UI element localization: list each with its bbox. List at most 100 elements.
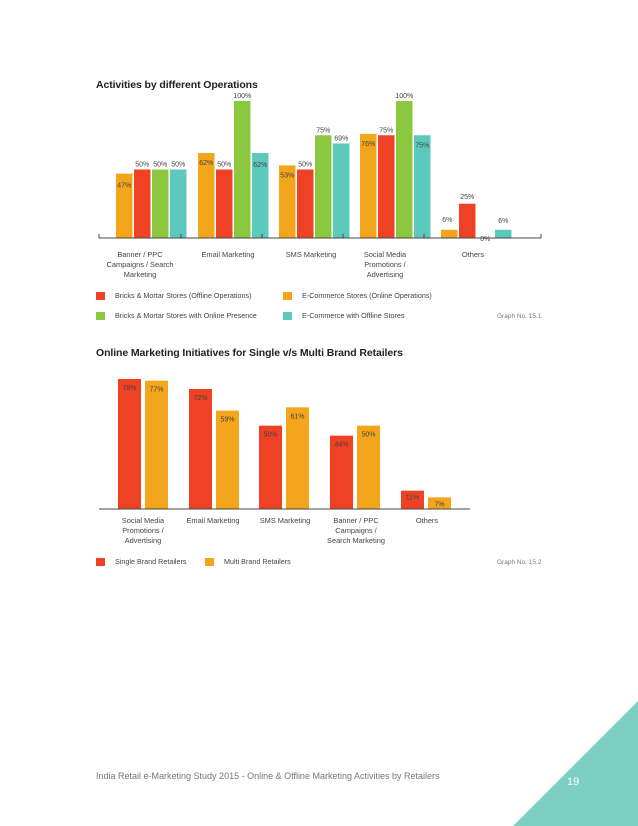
chart1-legend-swatch xyxy=(283,312,292,320)
chart1-legend-swatch xyxy=(96,312,105,320)
chart1-data-label-3-1: 75% xyxy=(379,127,393,134)
chart2-category-label-line: Campaigns / xyxy=(335,526,377,535)
chart2-title: Online Marketing Initiatives for Single … xyxy=(96,347,403,359)
chart2-data-label-1-1: 59% xyxy=(220,417,234,424)
chart2-category-label: Social Media Promotions / Advertising xyxy=(101,516,185,546)
chart2-category-label-line: Others xyxy=(415,516,439,525)
chart2-bar-3-1 xyxy=(357,425,380,509)
chart2-category-label-line: Search Marketing xyxy=(327,536,385,545)
chart1-category-label-line: Others xyxy=(461,250,485,259)
chart2-bar-3-0 xyxy=(330,435,353,509)
chart2-data-label-1-0: 72% xyxy=(193,395,207,402)
chart2-data-label-0-0: 78% xyxy=(122,385,136,392)
chart2-bar-1-0 xyxy=(189,389,212,509)
chart1-bar-2-1 xyxy=(297,169,314,238)
chart1-bar-3-3 xyxy=(414,135,431,238)
chart1-data-label-3-0: 76% xyxy=(361,141,375,148)
chart1-category-label: SMS Marketing xyxy=(269,250,353,260)
chart1-category-label-line: Marketing xyxy=(123,270,157,279)
chart1-data-label-1-1: 50% xyxy=(217,162,231,169)
corner-triangle xyxy=(513,701,638,826)
chart2-graph-number: Graph No. 15.2 xyxy=(497,559,542,566)
chart2-category-label: Banner / PPC Campaigns / Search Marketing xyxy=(314,516,398,546)
chart1-data-label-4-1: 25% xyxy=(460,194,474,201)
chart1-bar-3-2 xyxy=(396,101,413,238)
chart2-category-label-line: SMS Marketing xyxy=(259,516,311,525)
footer-text: India Retail e-Marketing Study 2015 - On… xyxy=(96,771,440,781)
chart1-data-label-1-3: 62% xyxy=(253,162,267,169)
chart1-category-label-line: SMS Marketing xyxy=(285,250,337,259)
chart1-bar-3-0 xyxy=(360,133,377,238)
chart1-category-label: Banner / PPC Campaigns / Search Marketing xyxy=(98,250,182,280)
chart1-bar-3-1 xyxy=(378,135,395,238)
chart1-category-label-line: Promotions / xyxy=(364,260,406,269)
chart1-legend-label: E-Commerce with Offline Stores xyxy=(302,311,405,320)
chart1-bar-4-0 xyxy=(441,229,458,238)
chart2-category-label-line: Email Marketing xyxy=(186,516,240,525)
chart2-bar-1-1 xyxy=(216,410,239,509)
chart1-category-label: Email Marketing xyxy=(186,250,270,260)
chart2-data-label-0-1: 77% xyxy=(149,387,163,394)
chart2-category-label: Email Marketing xyxy=(171,516,255,526)
chart2-category-label-line: Advertising xyxy=(124,536,162,545)
chart1-graph-number: Graph No. 15.1 xyxy=(497,313,542,320)
chart1-legend-label: Bricks & Mortar Stores with Online Prese… xyxy=(115,311,257,320)
chart1-bar-2-2 xyxy=(315,135,332,238)
chart1-category-label-line: Social Media xyxy=(363,250,407,259)
chart1-data-label-2-3: 69% xyxy=(334,135,348,142)
chart2-data-label-2-1: 61% xyxy=(290,413,304,420)
chart1-category-label-line: Email Marketing xyxy=(201,250,255,259)
chart1-bar-0-1 xyxy=(134,169,151,238)
chart1-legend-label: Bricks & Mortar Stores (Offline Operatio… xyxy=(115,291,252,300)
chart2-data-label-4-0: 11% xyxy=(406,495,420,502)
chart2-data-label-3-1: 50% xyxy=(361,432,375,439)
chart2-legend-swatch xyxy=(96,558,105,566)
chart2-bar-0-1 xyxy=(145,380,168,509)
chart1-data-label-2-1: 50% xyxy=(298,162,312,169)
chart2-bar-4-1 xyxy=(428,497,451,509)
chart1-bar-1-3 xyxy=(252,153,269,238)
chart2-category-label-line: Banner / PPC xyxy=(333,516,379,525)
chart1-category-label-line: Campaigns / Search xyxy=(106,260,174,269)
chart1-legend-swatch xyxy=(96,292,105,300)
chart2-category-label-line: Promotions / xyxy=(122,526,164,535)
chart1-data-label-4-2: 0% xyxy=(480,236,490,243)
chart1-bar-4-3 xyxy=(495,229,512,238)
chart2-bar-2-0 xyxy=(259,425,282,509)
chart1-data-label-1-0: 62% xyxy=(199,160,213,167)
chart1-category-label: Social Media Promotions / Advertising xyxy=(343,250,427,280)
chart2-category-label: Others xyxy=(385,516,469,526)
chart1-bar-1-1 xyxy=(216,169,233,238)
chart1-category-label-line: Banner / PPC xyxy=(117,250,163,259)
chart2-data-label-2-0: 50% xyxy=(263,432,277,439)
chart1-data-label-3-3: 75% xyxy=(415,142,429,149)
chart1-data-label-0-0: 47% xyxy=(117,183,131,190)
chart1-data-label-2-2: 75% xyxy=(316,127,330,134)
chart1-data-label-2-0: 53% xyxy=(280,172,294,179)
chart2-category-label-line: Social Media xyxy=(121,516,165,525)
page-number: 19 xyxy=(567,776,580,788)
chart1-legend-swatch xyxy=(283,292,292,300)
chart1-category-label-line: Advertising xyxy=(366,270,404,279)
chart1-data-label-0-1: 50% xyxy=(135,162,149,169)
chart1-bar-2-3 xyxy=(333,143,350,238)
chart1-data-label-0-2: 50% xyxy=(153,162,167,169)
chart2-bar-2-1 xyxy=(286,407,309,509)
chart1-bar-2-0 xyxy=(279,165,296,238)
chart2-category-label: SMS Marketing xyxy=(243,516,327,526)
chart2-legend-label: Multi Brand Retailers xyxy=(224,557,291,566)
chart1-bar-0-0 xyxy=(116,173,133,238)
chart2-data-label-3-0: 44% xyxy=(334,442,348,449)
chart2-bar-0-0 xyxy=(118,379,141,509)
chart2-legend-swatch xyxy=(205,558,214,566)
chart1-bar-0-3 xyxy=(170,169,187,238)
chart1-data-label-3-2: 100% xyxy=(395,93,413,100)
chart2-plot: 78% 77% 72% 59% 50% 61% 44% 50% 11% 7% xyxy=(99,379,470,510)
chart1-bar-0-2 xyxy=(152,169,169,238)
chart1-bar-1-2 xyxy=(234,101,251,238)
chart1-bar-1-0 xyxy=(198,153,215,238)
chart2-data-label-4-1: 7% xyxy=(434,501,444,508)
chart1-legend-label: E-Commerce Stores (Online Operations) xyxy=(302,291,432,300)
chart1-category-label: Others xyxy=(431,250,515,260)
chart1-data-label-4-3: 6% xyxy=(498,218,508,225)
